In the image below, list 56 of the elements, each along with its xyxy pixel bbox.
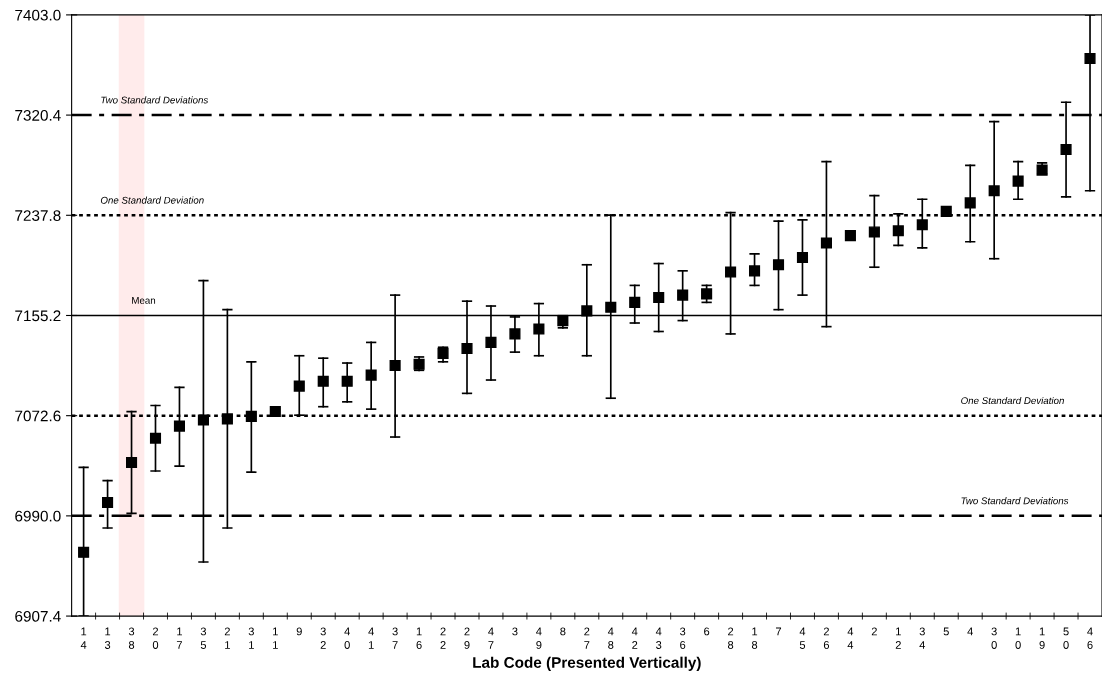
x-tick-label: 34 [919, 627, 926, 649]
x-tick-label: 10 [1015, 627, 1021, 649]
x-tick-label: 31 [248, 627, 254, 649]
x-tick-label: 32 [320, 627, 326, 649]
x-tick-label: 11 [273, 627, 278, 649]
y-tick-label: 7237.8 [15, 210, 61, 221]
ref-line-label: Two Standard Deviations [961, 497, 1069, 505]
x-tick-label: 37 [392, 627, 398, 649]
y-tick-label: 7155.2 [15, 310, 61, 322]
x-tick-label: 41 [368, 627, 374, 649]
x-tick-label: 36 [680, 627, 686, 649]
x-tick-label: 47 [488, 627, 494, 649]
ref-line-label: Mean [132, 297, 156, 304]
ref-line-label: One Standard Deviation [961, 396, 1064, 405]
x-tick-label: 50 [1063, 627, 1069, 649]
y-tick-label: 6907.4 [15, 610, 61, 622]
ref-line-label: One Standard Deviation [100, 196, 204, 204]
x-tick-label: 17 [176, 627, 183, 649]
y-tick-label: 7320.4 [15, 109, 61, 121]
x-tick-label: 40 [344, 627, 350, 649]
x-tick-label: 9 [296, 627, 302, 636]
x-tick-label: 48 [607, 627, 614, 649]
y-tick-label: 7403.0 [15, 9, 61, 21]
x-tick-label: 21 [224, 627, 230, 649]
x-tick-label: 18 [751, 627, 758, 649]
x-tick-label: 14 [80, 627, 87, 649]
x-tick-label: 38 [128, 627, 135, 649]
x-tick-label: 45 [799, 627, 806, 649]
x-tick-label: 2 [871, 627, 877, 636]
x-tick-label: 29 [464, 627, 470, 649]
ref-line-label: Two Standard Deviations [101, 96, 209, 104]
x-tick-label: 7 [775, 627, 782, 636]
x-tick-label: 4 [967, 627, 973, 636]
x-tick-label: 22 [440, 627, 446, 649]
x-tick-label: 3 [512, 627, 518, 636]
x-tick-label: 26 [823, 627, 830, 649]
x-tick-label: 12 [895, 627, 901, 649]
x-axis-title: Lab Code (Presented Vertically) [473, 656, 701, 671]
x-tick-label: 35 [200, 627, 207, 649]
x-tick-label: 16 [416, 627, 422, 649]
x-tick-label: 46 [1087, 627, 1093, 649]
x-tick-label: 13 [104, 627, 111, 649]
x-tick-label: 27 [584, 627, 590, 649]
x-tick-label: 49 [536, 627, 542, 649]
x-tick-label: 20 [152, 627, 159, 649]
x-tick-label: 43 [655, 627, 662, 649]
y-tick-label: 7072.6 [15, 410, 61, 422]
x-tick-label: 44 [847, 627, 854, 649]
x-tick-label: 42 [631, 627, 638, 649]
x-tick-label: 6 [704, 627, 710, 636]
x-tick-label: 28 [727, 627, 734, 649]
y-tick-label: 6990.0 [15, 510, 61, 522]
x-tick-label: 30 [991, 627, 997, 649]
x-tick-label: 8 [560, 627, 566, 636]
x-tick-label: 5 [943, 627, 949, 636]
x-tick-label: 19 [1039, 627, 1045, 649]
